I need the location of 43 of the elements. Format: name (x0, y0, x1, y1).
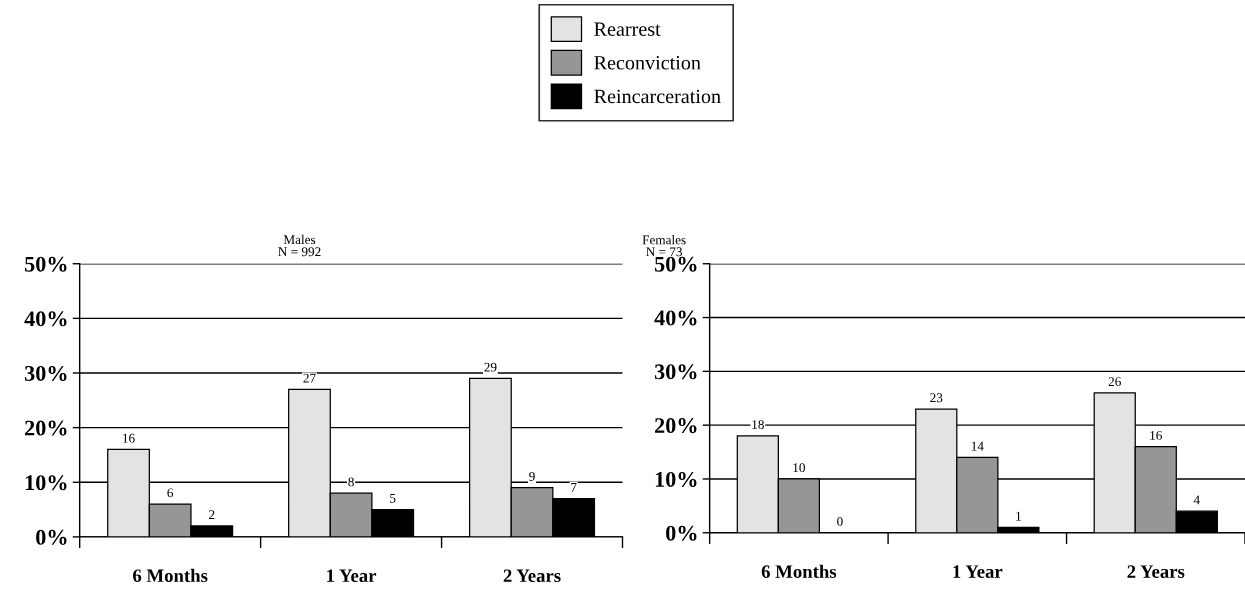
data-label: 14 (971, 441, 984, 451)
y-tick-label: 20% (25, 420, 67, 436)
y-tick-label: 50% (654, 256, 697, 272)
chart-title: Females (642, 235, 686, 245)
data-label: 0 (837, 517, 843, 526)
data-label: 2 (209, 510, 215, 519)
data-label: 26 (1108, 377, 1121, 387)
legend-label: Rearrest (594, 22, 661, 36)
y-tick-label: 0% (666, 525, 697, 541)
y-tick-label: 50% (25, 256, 67, 272)
data-label: 29 (484, 362, 497, 372)
y-tick-label: 30% (654, 364, 697, 380)
data-label: 18 (752, 420, 764, 430)
chart-subtitle: N = 992 (278, 247, 321, 257)
y-tick-label: 40% (24, 311, 67, 327)
data-label: 5 (390, 493, 396, 503)
data-label: 6 (167, 488, 174, 498)
y-tick-label: 10% (655, 471, 697, 487)
legend-label: Reconviction (594, 56, 701, 70)
data-label: 7 (571, 483, 577, 492)
x-tick-label: 2 Years (503, 569, 561, 583)
x-tick-label: 6 Months (761, 564, 837, 578)
y-tick-label: 0% (36, 529, 67, 545)
data-label: 1 (1016, 511, 1021, 521)
x-tick-label: 6 Months (133, 568, 208, 583)
data-label: 9 (529, 472, 535, 481)
y-tick-label: 20% (655, 418, 697, 434)
data-label: 16 (1150, 430, 1162, 440)
x-tick-label: 1 Year (953, 565, 1003, 578)
x-tick-label: 2 Years (1127, 565, 1185, 578)
data-label: 16 (123, 433, 135, 443)
data-label: 10 (793, 463, 805, 473)
data-label: 8 (348, 477, 354, 487)
y-tick-label: 40% (654, 310, 697, 326)
legend-label: Reincarceration (594, 89, 721, 104)
chart-subtitle: N = 73 (646, 247, 683, 257)
data-label: 4 (1193, 495, 1200, 505)
y-tick-label: 30% (24, 365, 67, 381)
chart-title: Males (283, 234, 316, 245)
data-label: 27 (303, 373, 316, 383)
data-label: 23 (930, 393, 943, 403)
y-tick-label: 10% (25, 475, 67, 491)
x-tick-label: 1 Year (327, 569, 377, 583)
